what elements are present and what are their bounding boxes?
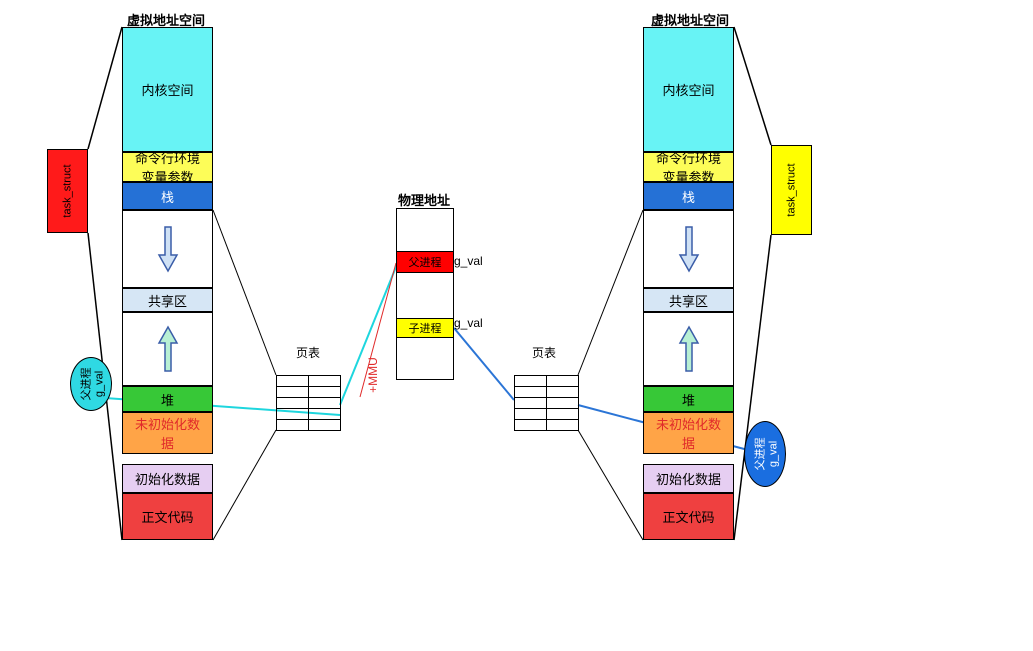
- callout-parent-gval-left: 父进程g_val: [70, 357, 112, 411]
- data-segment-left: 初始化数据: [122, 464, 213, 493]
- heap-grow-gap-right: [643, 312, 734, 386]
- heap-grow-gap-left: [122, 312, 213, 386]
- callout-parent-gval-right: 父进程g_val: [744, 421, 786, 487]
- stack-grow-gap-right: [643, 210, 734, 288]
- gval-label-1: g_val: [454, 254, 483, 268]
- bss-right: 未初始化数据: [643, 412, 734, 454]
- kernel-space-left: 内核空间: [122, 27, 213, 152]
- gval-label-2: g_val: [454, 316, 483, 330]
- page-table-right: [514, 375, 579, 431]
- title-pagetable-left: 页表: [296, 344, 320, 361]
- mmu-label: +MMU: [366, 357, 380, 393]
- shared-region-right: 共享区: [643, 288, 734, 312]
- title-pagetable-right: 页表: [532, 344, 556, 361]
- phys-outline: [396, 208, 454, 380]
- phys-child-block: 子进程: [396, 318, 454, 338]
- stack-grow-gap-left: [122, 210, 213, 288]
- task-struct-left: task_struct: [47, 149, 88, 233]
- stack-left: 栈: [122, 182, 213, 210]
- title-phys: 物理地址: [398, 190, 450, 209]
- task-struct-right: task_struct: [771, 145, 812, 235]
- bss-left: 未初始化数据: [122, 412, 213, 454]
- text-segment-right: 正文代码: [643, 493, 734, 540]
- env-args-right: 命令行环境变量参数: [643, 152, 734, 182]
- shared-region-left: 共享区: [122, 288, 213, 312]
- phys-parent-block: 父进程: [396, 251, 454, 273]
- data-segment-right: 初始化数据: [643, 464, 734, 493]
- env-args-left: 命令行环境变量参数: [122, 152, 213, 182]
- page-table-left: [276, 375, 341, 431]
- kernel-space-right: 内核空间: [643, 27, 734, 152]
- heap-left: 堆: [122, 386, 213, 412]
- heap-right: 堆: [643, 386, 734, 412]
- text-segment-left: 正文代码: [122, 493, 213, 540]
- stack-right: 栈: [643, 182, 734, 210]
